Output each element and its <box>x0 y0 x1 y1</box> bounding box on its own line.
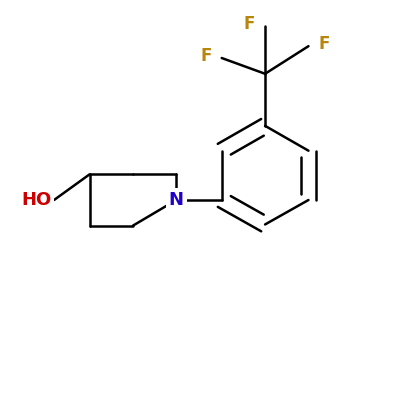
Text: F: F <box>318 35 330 53</box>
Text: N: N <box>169 191 184 209</box>
Text: F: F <box>244 16 255 34</box>
Text: F: F <box>200 47 212 65</box>
Text: HO: HO <box>22 191 52 209</box>
